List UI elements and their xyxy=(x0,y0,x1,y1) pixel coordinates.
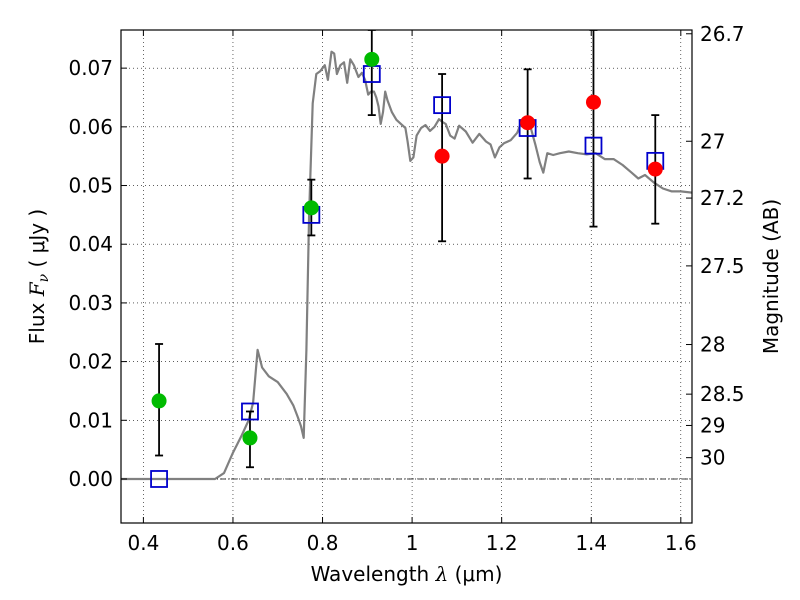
observed-flux-point xyxy=(151,393,167,409)
x-tick-label: 0.6 xyxy=(217,531,249,555)
observed-flux-point xyxy=(520,115,536,131)
observed-flux-point xyxy=(364,51,380,67)
mag-tick-label: 28.5 xyxy=(700,382,745,406)
mag-tick-label: 27.2 xyxy=(700,186,745,210)
y-tick-label: 0.05 xyxy=(68,174,113,198)
y-tick-label: 0.03 xyxy=(68,291,113,315)
x-tick-label: 0.4 xyxy=(127,531,159,555)
y-axis-label: Flux Fν ( μJy ) xyxy=(25,209,52,344)
y-tick-label: 0.00 xyxy=(68,467,113,491)
x-tick-label: 1.6 xyxy=(665,531,697,555)
mag-tick-label: 26.7 xyxy=(700,22,745,46)
x-tick-label: 0.8 xyxy=(307,531,339,555)
y-tick-label: 0.04 xyxy=(68,232,113,256)
model-photometry-square xyxy=(433,96,452,115)
plot-layer xyxy=(121,30,692,488)
mag-tick-label: 29 xyxy=(700,413,725,437)
y-tick-label: 0.07 xyxy=(68,56,113,80)
observed-flux-point xyxy=(242,430,258,446)
x-tick-label: 1.4 xyxy=(575,531,607,555)
y2-axis-label: Magnitude (AB) xyxy=(759,199,783,354)
observed-flux-point xyxy=(434,148,450,164)
model-spectrum-line xyxy=(121,50,692,481)
model-photometry-square xyxy=(584,136,603,155)
plot-frame xyxy=(120,29,693,524)
model-photometry-square xyxy=(150,470,168,488)
observed-flux-point xyxy=(647,161,663,177)
x-tick-label: 1.2 xyxy=(486,531,518,555)
mag-tick-label: 30 xyxy=(700,446,725,470)
y-tick-label: 0.01 xyxy=(68,408,113,432)
x-axis-label: Wavelength λ (μm) xyxy=(311,562,503,586)
x-tick-label: 1 xyxy=(406,531,419,555)
observed-flux-point xyxy=(303,200,319,216)
mag-tick-label: 28 xyxy=(700,333,725,357)
y-tick-label: 0.06 xyxy=(68,115,113,139)
mag-tick-label: 27.5 xyxy=(700,254,745,278)
axis-ticks: 0.4 0.6 0.8 1 1.2 1.4 1.6 0.00 0.01 0.02 0.03 0.04 0… xyxy=(68,22,744,555)
mag-tick-label: 27 xyxy=(700,129,725,153)
observed-flux-point xyxy=(585,94,601,110)
model-photometry-square xyxy=(241,402,259,421)
y-tick-label: 0.02 xyxy=(68,350,113,374)
grid xyxy=(121,30,692,523)
